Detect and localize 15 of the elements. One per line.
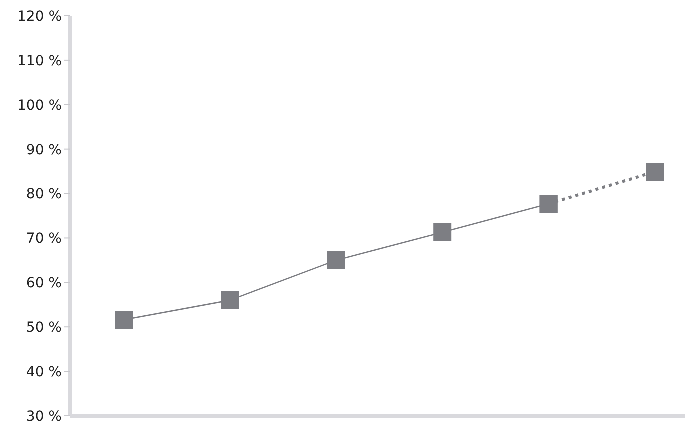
point — [646, 163, 664, 181]
y-tick-label: 120 % — [18, 8, 62, 25]
y-tick-label: 60 % — [26, 276, 62, 292]
point — [434, 223, 452, 242]
point — [327, 251, 346, 270]
y-tick-label: 40 % — [26, 364, 62, 381]
y-tick-label: 90 % — [26, 142, 62, 158]
y-tick-label: 50 % — [26, 320, 62, 336]
point — [115, 311, 133, 329]
y-tick-label: 110 % — [18, 53, 62, 70]
point — [221, 291, 240, 310]
y-tick-label: 100 % — [18, 98, 62, 114]
y-tick-label: 80 % — [26, 186, 62, 203]
y-tick-label: 70 % — [26, 231, 62, 248]
y-tick-label: 30 % — [26, 408, 62, 425]
